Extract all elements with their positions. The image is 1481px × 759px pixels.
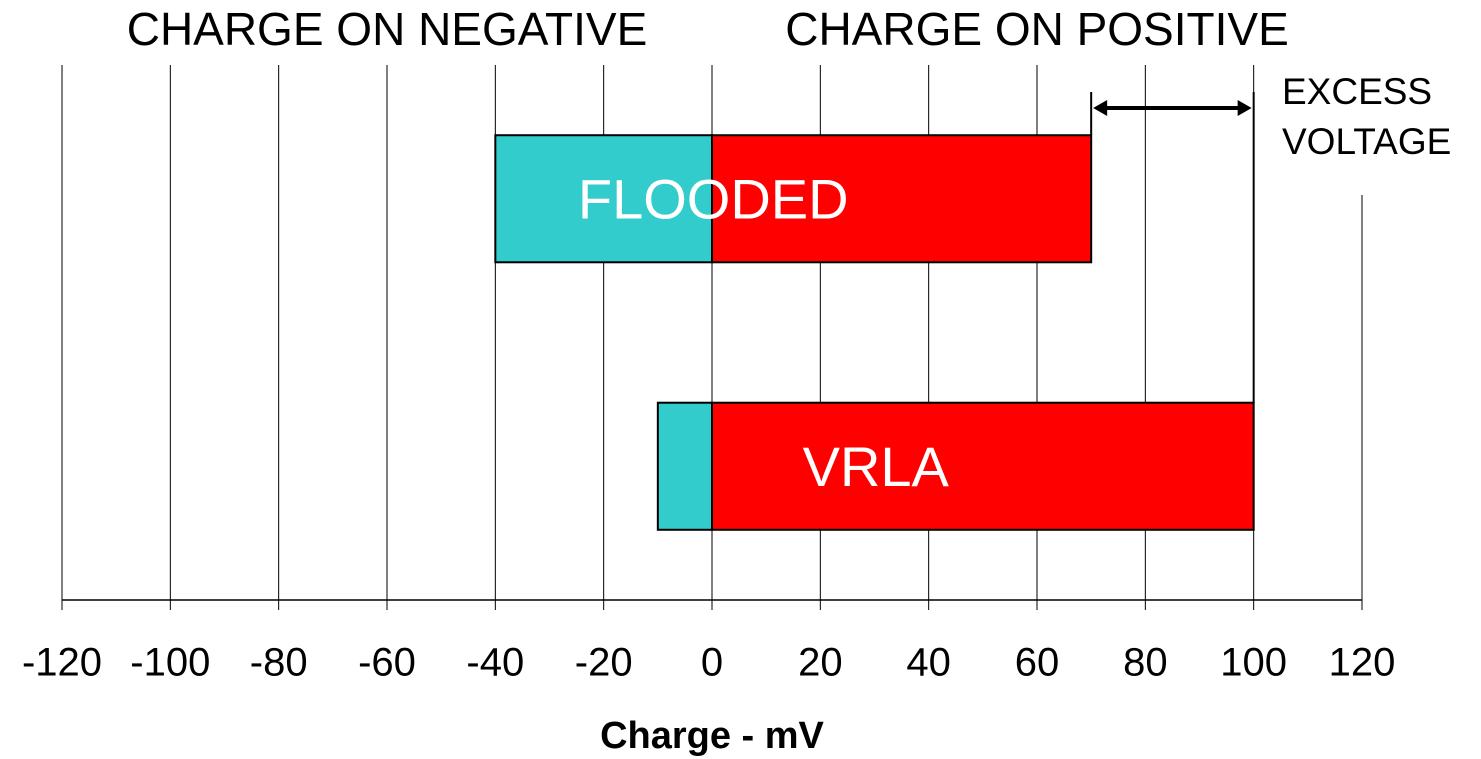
bar	[711, 134, 1093, 264]
x-tick-label: -20	[575, 641, 633, 685]
x-tick-label: -80	[250, 641, 308, 685]
x-tick-label: 0	[701, 641, 723, 685]
arrow-head	[1237, 100, 1252, 116]
x-tick-label: 100	[1220, 641, 1287, 685]
bar-label: VRLA	[803, 435, 950, 498]
annotation-text: VOLTAGE	[1282, 121, 1451, 162]
arrow-head	[1093, 100, 1108, 116]
x-tick-label: -120	[22, 641, 102, 685]
series-header: CHARGE ON NEGATIVE	[127, 3, 648, 55]
series-header: CHARGE ON POSITIVE	[785, 3, 1289, 55]
x-tick-label: -60	[358, 641, 416, 685]
bar	[711, 401, 1255, 531]
x-tick-label: 40	[906, 641, 951, 685]
x-tick-label: 80	[1123, 641, 1168, 685]
x-tick-label: -100	[130, 641, 210, 685]
bar-label: FLOODED	[578, 168, 849, 231]
x-tick-label: 60	[1015, 641, 1060, 685]
x-axis-label: Charge - mV	[600, 715, 824, 757]
x-tick-label: 120	[1329, 641, 1396, 685]
bar	[656, 401, 713, 531]
annotation-text: EXCESS	[1282, 71, 1432, 112]
x-tick-label: 20	[798, 641, 843, 685]
x-tick-label: -40	[466, 641, 524, 685]
